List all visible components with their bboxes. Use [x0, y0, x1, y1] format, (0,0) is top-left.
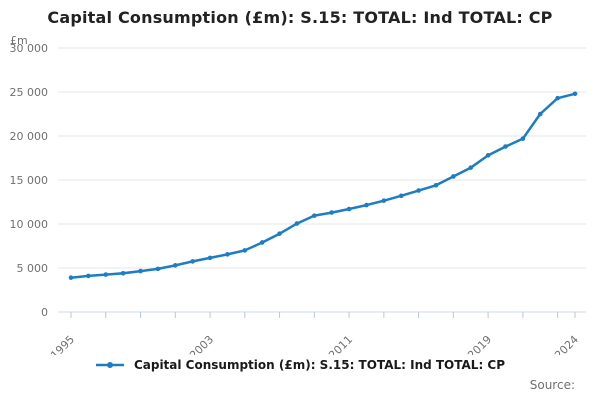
x-tick-label: 1995 [48, 333, 77, 355]
x-tick-label: 2019 [465, 333, 494, 355]
data-point-marker[interactable] [433, 182, 439, 188]
x-tick-label: 2024 [552, 333, 581, 355]
data-point-marker[interactable] [86, 273, 91, 279]
data-point-marker[interactable] [572, 91, 578, 97]
data-point-marker[interactable] [381, 198, 387, 203]
data-point-marker[interactable] [155, 266, 161, 272]
data-point-marker[interactable] [172, 263, 178, 268]
data-point-marker[interactable] [555, 95, 560, 101]
data-point-marker[interactable] [537, 111, 543, 117]
data-point-marker[interactable] [242, 248, 248, 253]
data-point-marker[interactable] [485, 153, 491, 158]
y-tick-label: 0 [41, 306, 48, 319]
data-point-marker[interactable] [103, 272, 109, 277]
y-tick-label: 10 000 [10, 218, 49, 231]
data-point-marker[interactable] [329, 210, 334, 215]
data-point-marker[interactable] [259, 240, 265, 245]
data-point-marker[interactable] [68, 275, 74, 280]
data-point-marker[interactable] [225, 252, 230, 257]
page-title: Capital Consumption (£m): S.15: TOTAL: I… [47, 8, 553, 27]
y-tick-label: 5 000 [17, 262, 49, 275]
legend-series-label[interactable]: Capital Consumption (£m): S.15: TOTAL: I… [133, 358, 506, 372]
data-point-marker[interactable] [120, 270, 126, 276]
x-tick-label: 2003 [187, 333, 216, 355]
data-point-marker[interactable] [138, 268, 143, 274]
legend: Capital Consumption (£m): S.15: TOTAL: I… [0, 358, 600, 372]
line-chart: £m 0 5 000 10 000 15 000 20 000 25 000 30 000 19… [10, 34, 586, 355]
legend-line-sample-icon[interactable] [95, 359, 125, 371]
data-point-marker[interactable] [451, 174, 456, 179]
data-point-marker[interactable] [346, 206, 352, 212]
data-point-marker[interactable] [294, 221, 300, 226]
y-axis-unit-label: £m [10, 34, 28, 47]
source-note: Source: [529, 378, 575, 392]
y-tick-label: 15 000 [10, 174, 49, 187]
y-tick-label: 20 000 [10, 130, 49, 143]
data-point-marker[interactable] [277, 231, 282, 236]
data-point-marker[interactable] [190, 259, 195, 264]
data-point-marker[interactable] [398, 193, 404, 199]
y-tick-label: 30 000 [10, 42, 49, 55]
series-line[interactable] [69, 92, 577, 279]
data-point-marker[interactable] [364, 202, 369, 208]
data-point-marker[interactable] [416, 188, 421, 193]
data-point-marker[interactable] [468, 165, 474, 170]
data-point-marker[interactable] [503, 144, 508, 149]
data-point-marker[interactable] [312, 213, 317, 218]
x-tick-label: 2011 [326, 333, 355, 355]
data-point-marker[interactable] [207, 255, 213, 261]
y-tick-label: 25 000 [10, 86, 49, 99]
data-point-marker[interactable] [520, 136, 526, 141]
